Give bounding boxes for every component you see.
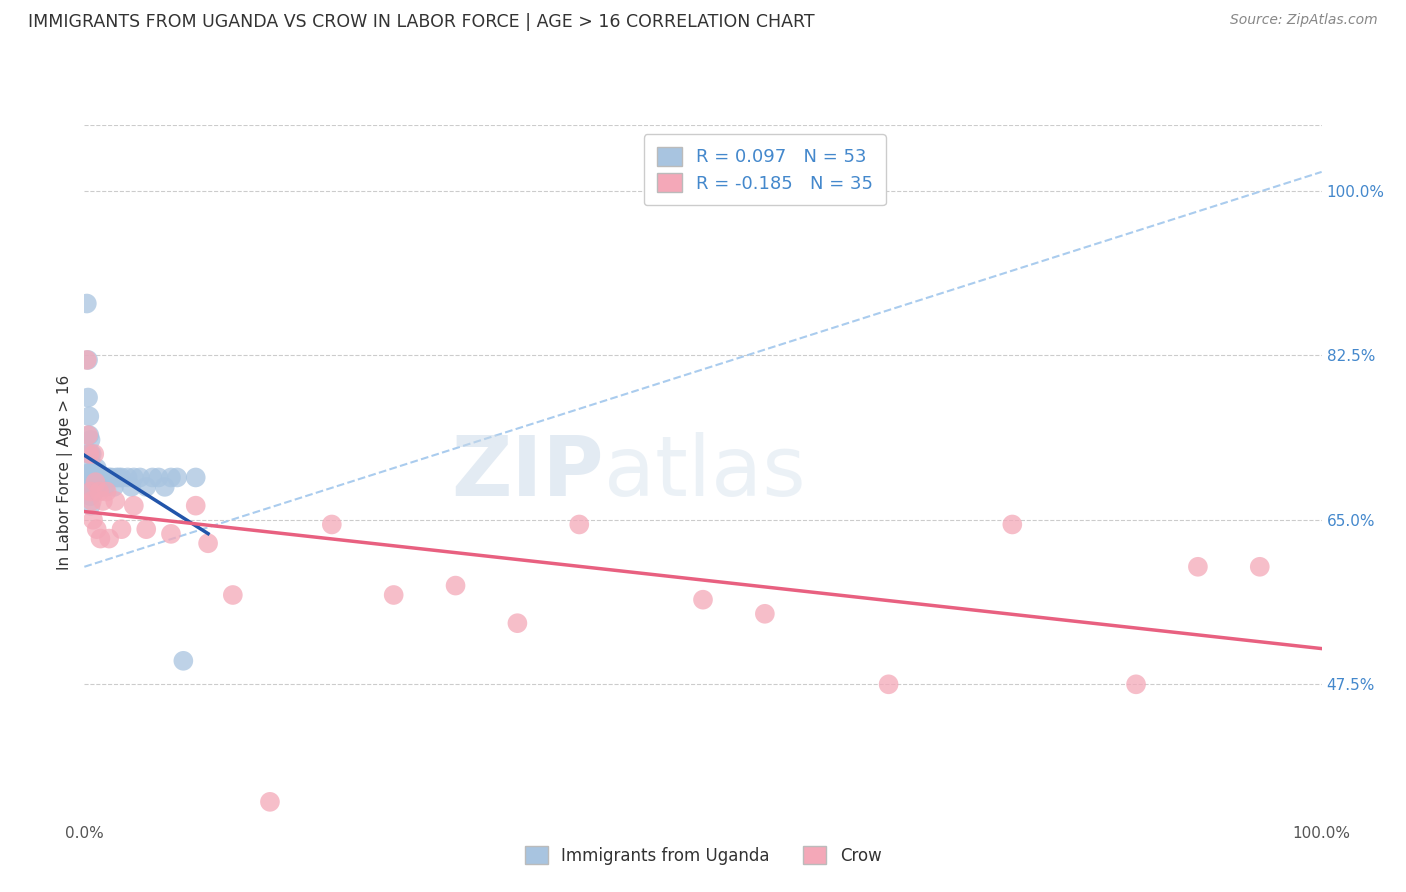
Point [82, 480, 104, 494]
Point [160, 527, 183, 541]
Point [89, 532, 111, 546]
Point [98, 532, 121, 546]
Text: Source: ZipAtlas.com: Source: ZipAtlas.com [1230, 13, 1378, 28]
Point [100, 470, 122, 484]
Point [79, 484, 101, 499]
Point [76, 353, 98, 368]
Point [89, 470, 111, 484]
Point [153, 480, 176, 494]
Point [877, 677, 900, 691]
Point [79, 489, 101, 503]
Point [79, 499, 101, 513]
Point [110, 522, 132, 536]
Point [103, 480, 125, 494]
Point [120, 480, 142, 494]
Point [259, 795, 281, 809]
Point [79, 456, 101, 470]
Point [105, 470, 128, 484]
Point [79, 447, 101, 461]
Point [104, 494, 127, 508]
Point [79, 447, 101, 461]
Point [84, 470, 107, 484]
Point [86, 522, 108, 536]
Point [382, 588, 405, 602]
Y-axis label: In Labor Force | Age > 16: In Labor Force | Age > 16 [58, 376, 73, 570]
Point [79, 466, 101, 480]
Point [89, 470, 111, 484]
Point [1187, 559, 1209, 574]
Point [82, 513, 104, 527]
Point [108, 470, 131, 484]
Point [80, 494, 103, 508]
Point [197, 536, 219, 550]
Point [86, 461, 108, 475]
Point [79, 480, 101, 494]
Point [222, 588, 245, 602]
Point [96, 484, 118, 499]
Point [754, 607, 776, 621]
Point [184, 470, 207, 484]
Point [444, 578, 467, 592]
Point [129, 470, 152, 484]
Point [91, 494, 114, 508]
Point [83, 470, 105, 484]
Point [84, 480, 107, 494]
Point [77, 391, 100, 405]
Point [83, 484, 105, 499]
Point [98, 470, 121, 484]
Point [1125, 677, 1147, 691]
Point [80, 447, 103, 461]
Point [86, 480, 108, 494]
Point [160, 470, 183, 484]
Point [172, 654, 194, 668]
Text: atlas: atlas [605, 433, 806, 513]
Point [148, 470, 170, 484]
Point [76, 296, 98, 310]
Point [321, 517, 343, 532]
Point [77, 428, 100, 442]
Point [79, 433, 101, 447]
Point [83, 447, 105, 461]
Point [79, 466, 101, 480]
Text: IMMIGRANTS FROM UGANDA VS CROW IN LABOR FORCE | AGE > 16 CORRELATION CHART: IMMIGRANTS FROM UGANDA VS CROW IN LABOR … [28, 13, 814, 31]
Point [1001, 517, 1024, 532]
Point [91, 470, 114, 484]
Point [87, 466, 110, 480]
Point [89, 480, 111, 494]
Point [89, 484, 111, 499]
Point [141, 470, 163, 484]
Point [90, 470, 112, 484]
Point [692, 592, 714, 607]
Point [110, 470, 132, 484]
Point [122, 499, 145, 513]
Point [84, 475, 107, 490]
Text: ZIP: ZIP [451, 433, 605, 513]
Point [79, 470, 101, 484]
Point [94, 480, 117, 494]
Point [122, 470, 145, 484]
Point [82, 470, 104, 484]
Point [86, 470, 108, 484]
Point [568, 517, 591, 532]
Point [506, 616, 529, 631]
Point [184, 499, 207, 513]
Point [135, 480, 157, 494]
Point [97, 470, 120, 484]
Point [80, 466, 103, 480]
Point [93, 470, 115, 484]
Point [79, 447, 101, 461]
Point [1249, 559, 1271, 574]
Point [79, 409, 101, 424]
Point [77, 353, 100, 368]
Point [166, 470, 188, 484]
Point [117, 470, 139, 484]
Legend: Immigrants from Uganda, Crow: Immigrants from Uganda, Crow [515, 837, 891, 875]
Point [135, 522, 157, 536]
Point [79, 428, 101, 442]
